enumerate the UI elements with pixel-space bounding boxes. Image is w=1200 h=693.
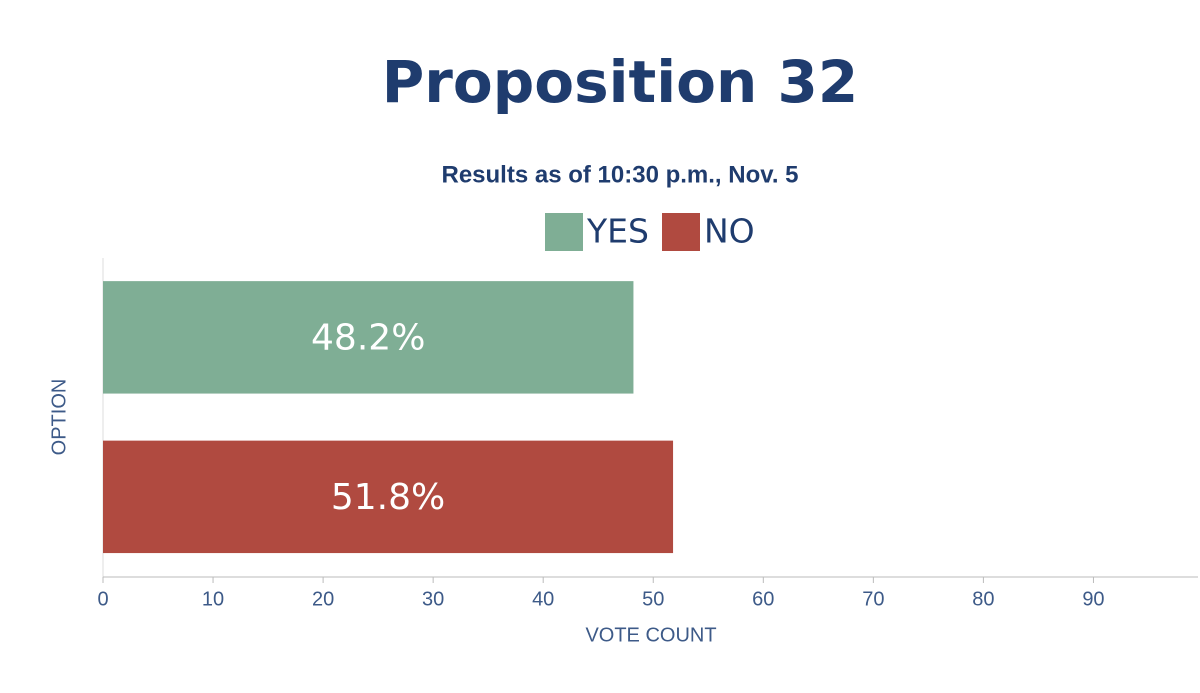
legend-label: NO (704, 212, 755, 251)
chart-title: Proposition 32 (382, 48, 858, 116)
chart-subtitle: Results as of 10:30 p.m., Nov. 5 (441, 161, 798, 188)
x-tick-label: 40 (532, 588, 554, 610)
x-tick-label: 90 (1082, 588, 1104, 610)
x-axis-title: VOTE COUNT (585, 624, 716, 646)
bar (103, 281, 634, 394)
legend-label: YES (586, 212, 649, 251)
y-axis-title: OPTION (48, 379, 70, 456)
x-tick-label: 10 (202, 588, 224, 610)
legend-swatch (545, 213, 583, 251)
x-tick-label: 30 (422, 588, 444, 610)
x-tick-label: 60 (752, 588, 774, 610)
x-tick-label: 80 (972, 588, 994, 610)
bar (103, 440, 674, 554)
x-tick-label: 20 (312, 588, 334, 610)
value-label: 51.8% (331, 477, 445, 518)
value-label: 48.2% (311, 317, 425, 358)
x-tick-label: 50 (642, 588, 664, 610)
x-tick-label: 0 (97, 588, 108, 610)
legend-swatch (662, 213, 700, 251)
x-tick-label: 70 (862, 588, 884, 610)
